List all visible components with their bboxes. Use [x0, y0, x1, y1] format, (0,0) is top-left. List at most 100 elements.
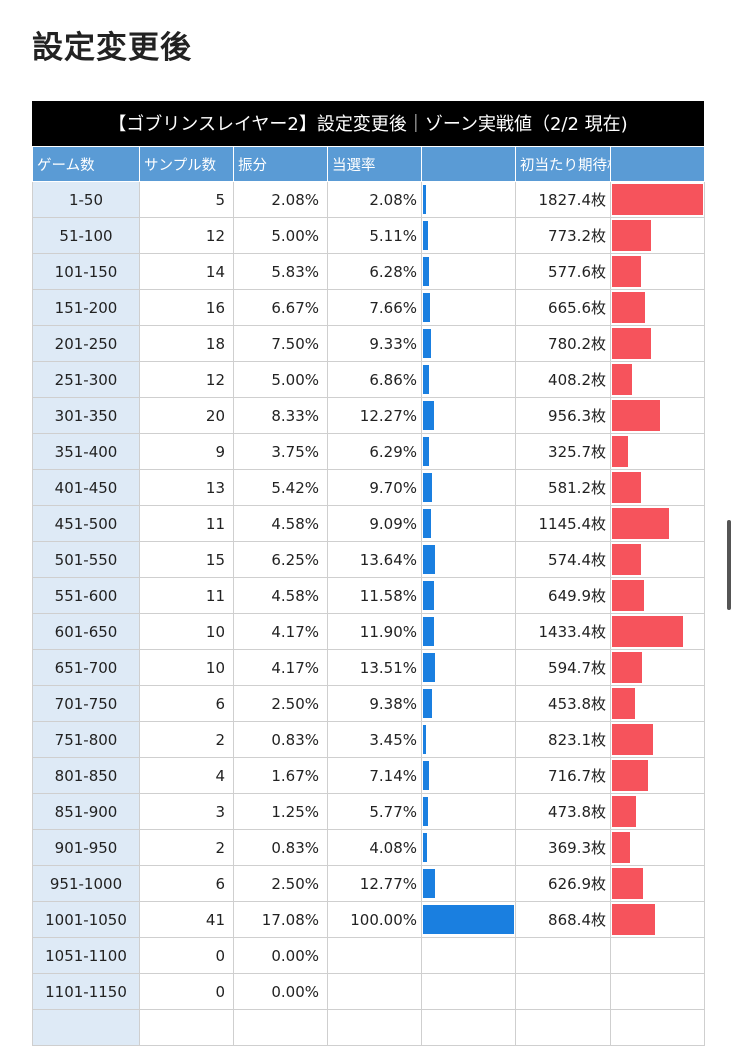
expected-bar [612, 184, 703, 215]
cell-rate [327, 937, 422, 974]
cell-rate-bar [421, 469, 516, 506]
cell-rate: 5.77% [327, 793, 422, 830]
cell-rate: 13.64% [327, 541, 422, 578]
cell-expected: 649.9枚 [515, 577, 611, 614]
cell-rate-bar [421, 649, 516, 686]
rate-bar [423, 797, 429, 826]
cell-rate: 3.45% [327, 721, 422, 758]
cell-rate: 6.28% [327, 253, 422, 290]
cell-rate-bar [421, 433, 516, 470]
cell-rate: 100.00% [327, 901, 422, 938]
cell-expected-bar [610, 325, 705, 362]
cell-rate-bar [421, 829, 516, 866]
cell-rate-bar [421, 973, 516, 1010]
cell-share: 1.67% [233, 757, 328, 794]
table-row: 51-100 12 5.00% 5.11% 773.2枚 [32, 217, 705, 254]
cell-rate: 6.29% [327, 433, 422, 470]
cell-expected: 1433.4枚 [515, 613, 611, 650]
cell-rate: 11.58% [327, 577, 422, 614]
cell-rate-bar [421, 901, 516, 938]
cell-expected: 408.2枚 [515, 361, 611, 398]
cell-games: 1001-1050 [32, 901, 140, 938]
cell-expected: 773.2枚 [515, 217, 611, 254]
table-row: 851-900 3 1.25% 5.77% 473.8枚 [32, 793, 705, 830]
cell-games: 351-400 [32, 433, 140, 470]
cell-samples: 18 [139, 325, 234, 362]
cell-share: 0.00% [233, 973, 328, 1010]
cell-games: 1051-1100 [32, 937, 140, 974]
cell-share: 2.50% [233, 685, 328, 722]
cell-share: 1.25% [233, 793, 328, 830]
cell-expected [515, 1009, 611, 1046]
header-rate-bar [421, 146, 516, 182]
cell-expected-bar [610, 793, 705, 830]
table-header-row: ゲーム数 サンプル数 振分 当選率 初当たり期待枚数 [32, 146, 705, 182]
rate-bar [423, 401, 435, 430]
cell-samples: 16 [139, 289, 234, 326]
header-rate: 当選率 [327, 146, 422, 182]
cell-share: 3.75% [233, 433, 328, 470]
table-row: 551-600 11 4.58% 11.58% 649.9枚 [32, 577, 705, 614]
scrollbar[interactable] [727, 520, 731, 610]
rate-bar [423, 689, 432, 718]
cell-share: 2.50% [233, 865, 328, 902]
cell-rate-bar [421, 217, 516, 254]
page-title: 設定変更後 [32, 30, 192, 66]
expected-bar [612, 904, 656, 935]
rate-bar [423, 869, 435, 898]
header-expected: 初当たり期待枚数 [515, 146, 611, 182]
cell-samples: 11 [139, 505, 234, 542]
cell-rate-bar [421, 181, 516, 218]
zone-data-table: 【ゴブリンスレイヤー2】設定変更後｜ゾーン実戦値（2/2 現在) ゲーム数 サン… [32, 101, 705, 1046]
cell-rate: 6.86% [327, 361, 422, 398]
expected-bar [612, 652, 642, 683]
rate-bar [423, 257, 429, 286]
header-samples: サンプル数 [139, 146, 234, 182]
cell-expected-bar [610, 289, 705, 326]
cell-games: 751-800 [32, 721, 140, 758]
cell-expected: 716.7枚 [515, 757, 611, 794]
cell-samples: 0 [139, 973, 234, 1010]
cell-share: 17.08% [233, 901, 328, 938]
rate-bar [423, 509, 432, 538]
cell-share: 4.58% [233, 505, 328, 542]
cell-expected-bar [610, 937, 705, 974]
cell-expected: 665.6枚 [515, 289, 611, 326]
expected-bar [612, 220, 651, 251]
cell-samples: 14 [139, 253, 234, 290]
expected-bar [612, 724, 653, 755]
cell-rate-bar [421, 577, 516, 614]
table-row: 401-450 13 5.42% 9.70% 581.2枚 [32, 469, 705, 506]
table-row: 251-300 12 5.00% 6.86% 408.2枚 [32, 361, 705, 398]
table-row: 1101-1150 0 0.00% [32, 973, 705, 1010]
cell-share: 5.00% [233, 217, 328, 254]
cell-rate [327, 973, 422, 1010]
cell-share: 6.25% [233, 541, 328, 578]
cell-games: 101-150 [32, 253, 140, 290]
cell-expected: 577.6枚 [515, 253, 611, 290]
cell-rate: 5.11% [327, 217, 422, 254]
cell-games: 51-100 [32, 217, 140, 254]
cell-games: 951-1000 [32, 865, 140, 902]
table-row: 951-1000 6 2.50% 12.77% 626.9枚 [32, 865, 705, 902]
cell-expected: 823.1枚 [515, 721, 611, 758]
cell-expected-bar [610, 541, 705, 578]
cell-samples: 13 [139, 469, 234, 506]
cell-share [233, 1009, 328, 1046]
cell-expected-bar [610, 613, 705, 650]
cell-expected-bar [610, 253, 705, 290]
expected-bar [612, 508, 670, 539]
table-row: 751-800 2 0.83% 3.45% 823.1枚 [32, 721, 705, 758]
rate-bar [423, 653, 436, 682]
cell-rate-bar [421, 793, 516, 830]
table-row: 1051-1100 0 0.00% [32, 937, 705, 974]
cell-rate-bar [421, 613, 516, 650]
expected-bar [612, 256, 641, 287]
cell-samples: 12 [139, 217, 234, 254]
expected-bar [612, 760, 648, 791]
cell-rate-bar [421, 685, 516, 722]
expected-bar [612, 580, 645, 611]
expected-bar [612, 832, 631, 863]
cell-samples: 20 [139, 397, 234, 434]
cell-expected: 574.4枚 [515, 541, 611, 578]
